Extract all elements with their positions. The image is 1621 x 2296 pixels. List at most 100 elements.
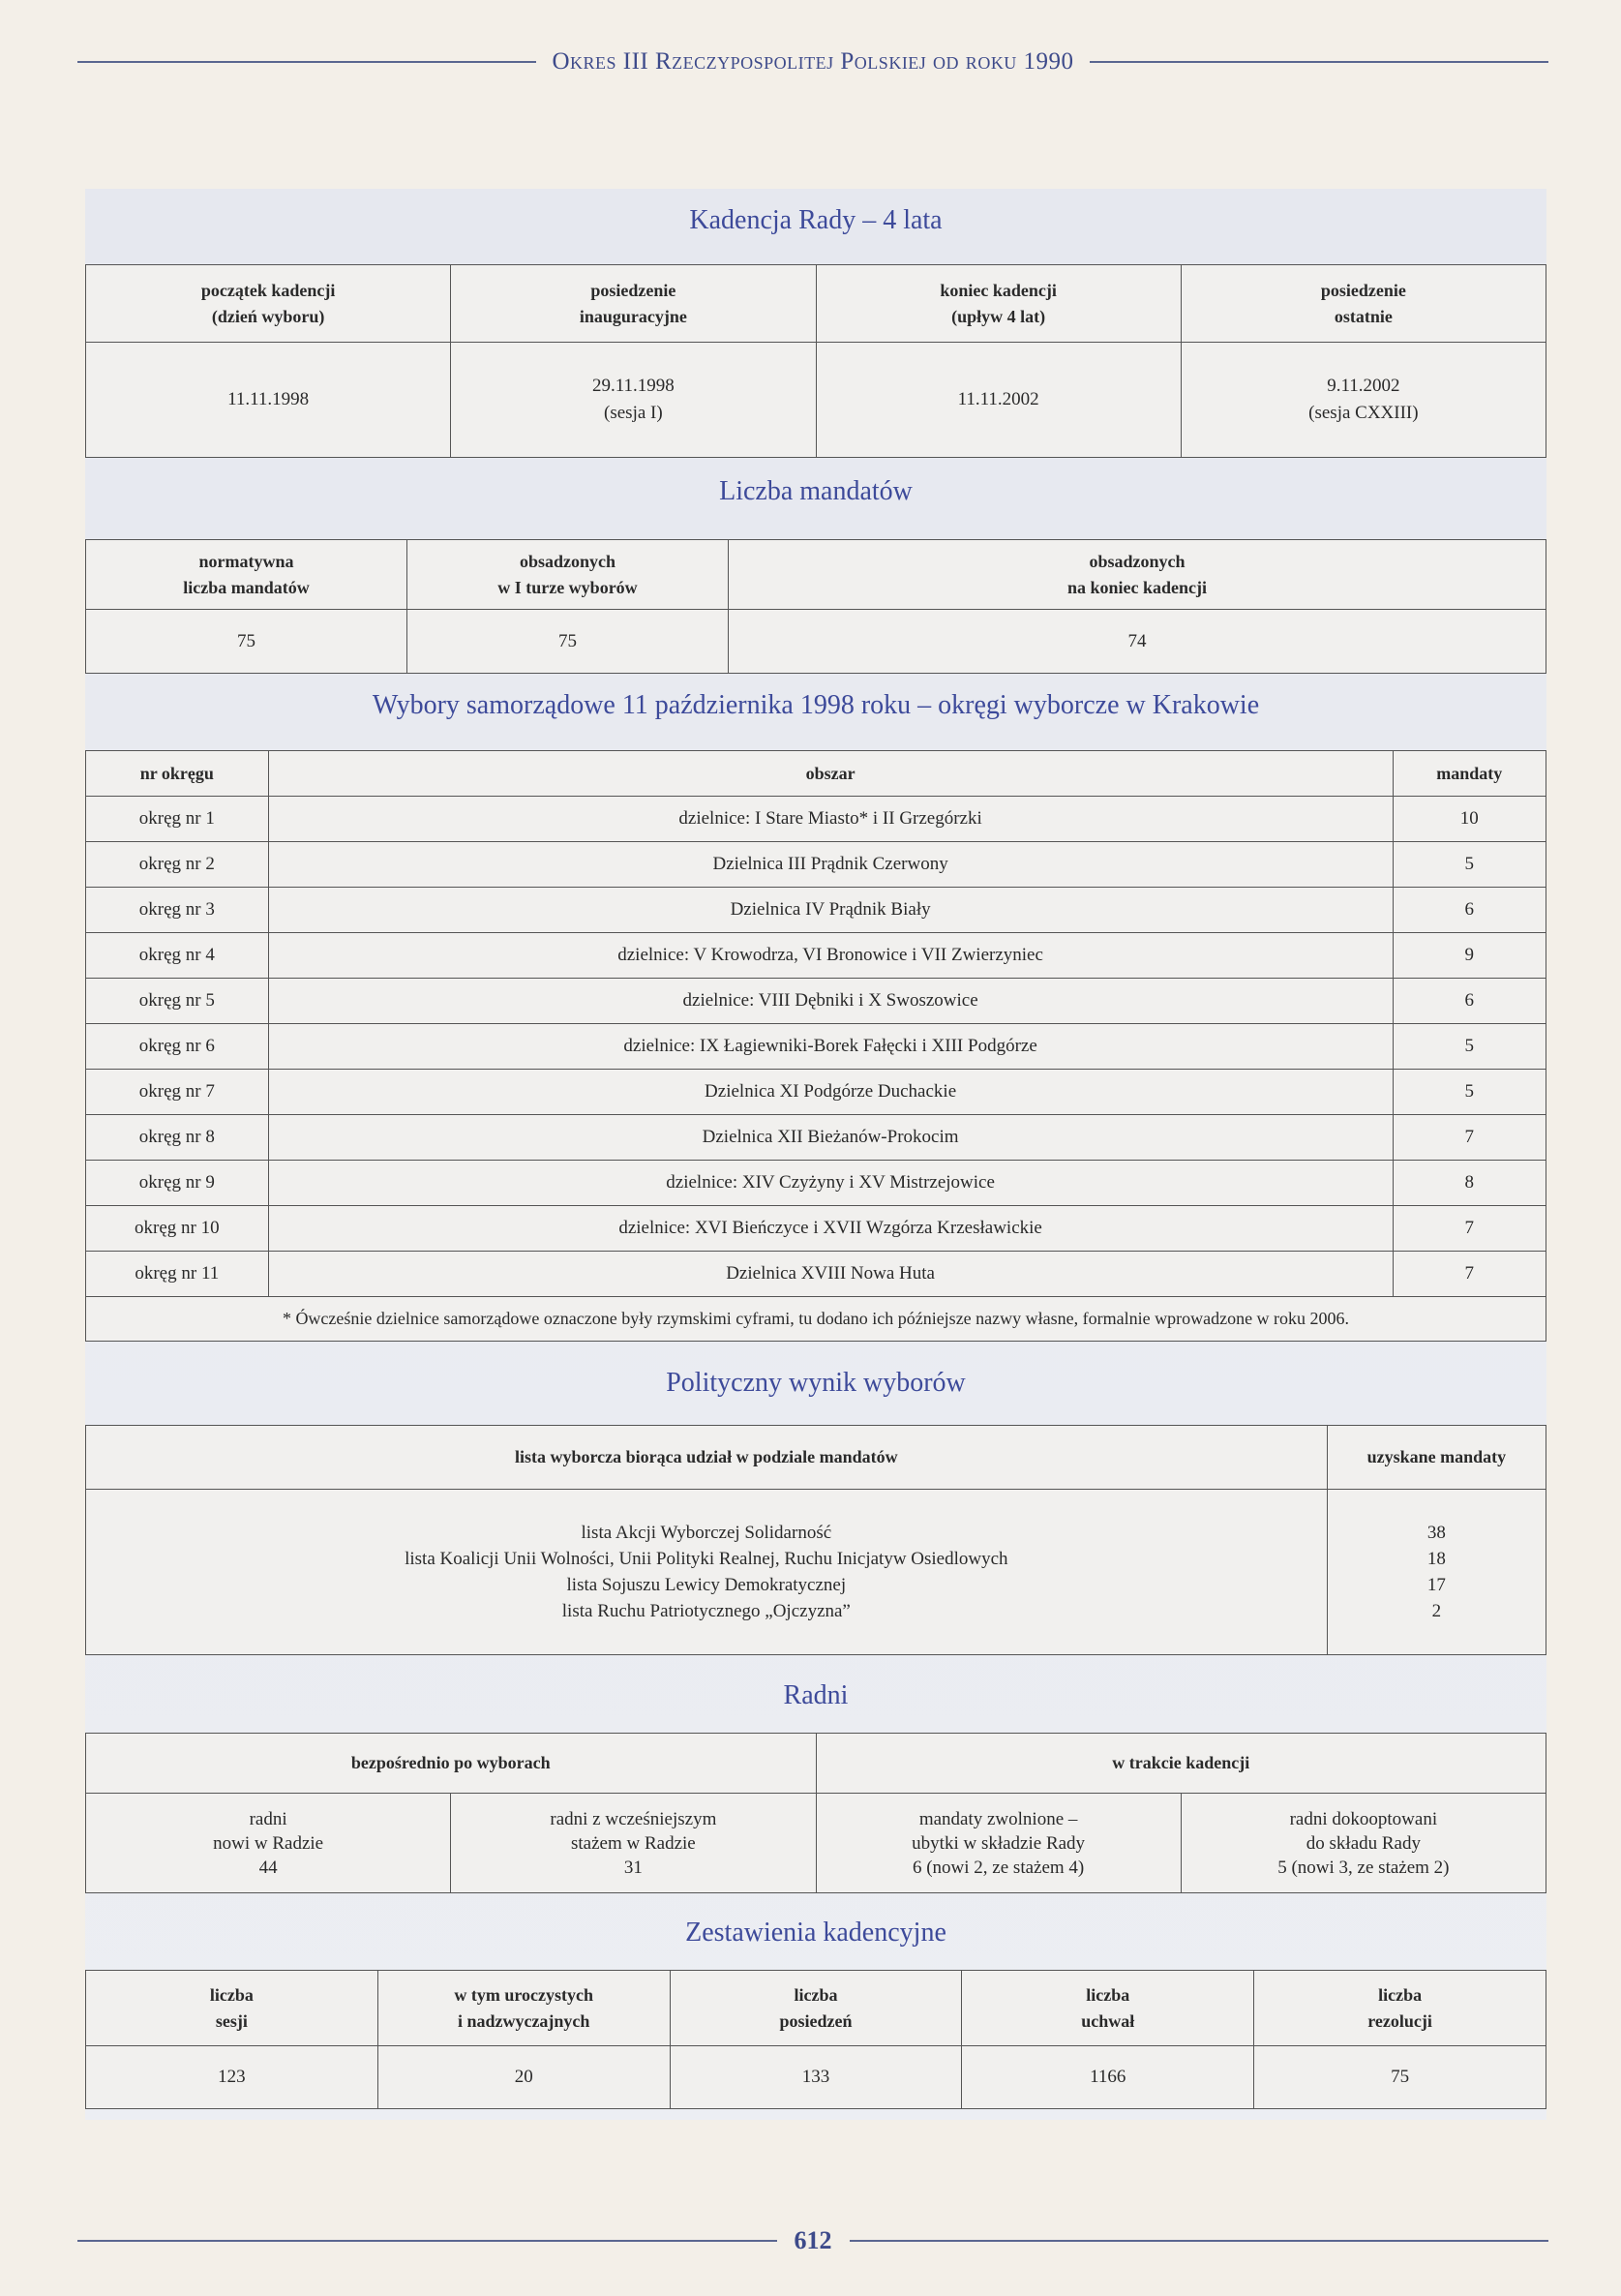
cell: okręg nr 1 — [85, 796, 269, 842]
header-cell: w trakcie kadencji — [815, 1733, 1546, 1794]
zestawienia-table: liczba sesji w tym uroczystych i nadzwycza… — [85, 1970, 1546, 2109]
footnote-row: * Ówcześnie dzielnice samorządowe oznacz… — [85, 1296, 1546, 1342]
cell: radni nowi w Radzie 44 — [84, 1793, 452, 1893]
table-row: okręg nr 7 Dzielnica XI Podgórze Duchacki… — [85, 1069, 1547, 1115]
section-title-radni: Radni — [783, 1680, 849, 1710]
cell: 9.11.2002 (sesja CXXIII) — [1180, 342, 1547, 458]
table-row: lista Akcji Wyborczej Solidarność lista K… — [85, 1489, 1547, 1655]
header-cell: w tym uroczystych i nadzwyczajnych — [376, 1970, 671, 2046]
cell: 5 — [1392, 1023, 1547, 1070]
header-cell: posiedzenie ostatnie — [1180, 264, 1547, 343]
cell: okręg nr 6 — [85, 1023, 269, 1070]
cell: dzielnice: XIV Czyżyny i XV Mistrzejowic… — [267, 1160, 1394, 1206]
header-cell: obsadzonych na koniec kadencji — [727, 539, 1547, 610]
okregi-table: nr okręgu obszar mandaty okręg nr 1 dziel… — [85, 750, 1547, 1342]
footnote: * Ówcześnie dzielnice samorządowe oznacz… — [85, 1296, 1546, 1342]
header-cell: mandaty — [1392, 750, 1547, 797]
cell: Dzielnica IV Prądnik Biały — [267, 887, 1394, 933]
divider — [849, 2240, 1548, 2242]
cell: Dzielnica XVIII Nowa Huta — [267, 1251, 1394, 1297]
cell: dzielnice: XVI Bieńczyce i XVII Wzgórza … — [267, 1205, 1394, 1252]
table-row: 75 75 74 — [85, 609, 1547, 674]
cell: Dzielnica XII Bieżanów-Prokocim — [267, 1114, 1394, 1161]
kadencja-table: początek kadencji (dzień wyboru) posiedze… — [84, 264, 1547, 458]
cell: 74 — [727, 609, 1547, 674]
header-cell: liczba posiedzeń — [669, 1970, 963, 2046]
cell: 29.11.1998 (sesja I) — [450, 342, 817, 458]
list-names-cell: lista Akcji Wyborczej Solidarność lista K… — [85, 1489, 1328, 1655]
cell: 11.11.2002 — [815, 342, 1182, 458]
cell: 6 — [1392, 978, 1547, 1024]
header-cell: lista wyborcza biorąca udział w podziale… — [85, 1425, 1328, 1490]
header-cell: początek kadencji (dzień wyboru) — [84, 264, 452, 343]
cell: 133 — [669, 2045, 963, 2109]
cell: dzielnice: VIII Dębniki i X Swoszowice — [267, 978, 1394, 1024]
header-cell: liczba sesji — [85, 1970, 378, 2046]
page-footer: 612 — [77, 2226, 1548, 2255]
header-cell: liczba uchwał — [961, 1970, 1255, 2046]
cell: 10 — [1392, 796, 1547, 842]
table-row: okręg nr 3 Dzielnica IV Prądnik Biały 6 — [85, 887, 1547, 933]
cell: 6 — [1392, 887, 1547, 933]
table-row: okręg nr 8 Dzielnica XII Bieżanów-Prokoci… — [85, 1114, 1547, 1161]
header-cell: obsadzonych w I turze wyborów — [405, 539, 729, 610]
cell: 1166 — [961, 2045, 1255, 2109]
divider — [1089, 61, 1548, 63]
cell: mandaty zwolnione – ubytki w składzie Rad… — [815, 1793, 1182, 1893]
table-row: 11.11.1998 29.11.1998 (sesja I) 11.11.200… — [84, 342, 1547, 458]
header-cell: nr okręgu — [85, 750, 269, 797]
cell: 11.11.1998 — [84, 342, 452, 458]
cell: radni z wcześniejszym stażem w Radzie 31 — [450, 1793, 817, 1893]
cell: Dzielnica III Prądnik Czerwony — [267, 841, 1394, 888]
table-row: okręg nr 1 dzielnice: I Stare Miasto* i I… — [85, 796, 1547, 842]
cell: dzielnice: I Stare Miasto* i II Grzegórz… — [267, 796, 1394, 842]
mandaty-table: normatywna liczba mandatów obsadzonych w I… — [85, 539, 1547, 674]
cell: 75 — [1253, 2045, 1546, 2109]
cell: Dzielnica XI Podgórze Duchackie — [267, 1069, 1394, 1115]
header-cell: bezpośrednio po wyborach — [85, 1733, 817, 1794]
cell: okręg nr 9 — [85, 1160, 269, 1206]
section-title-wynik: Polityczny wynik wyborów — [666, 1368, 966, 1398]
header-cell: uzyskane mandaty — [1326, 1425, 1547, 1490]
cell: 5 — [1392, 1069, 1547, 1115]
cell: dzielnice: IX Łagiewniki-Borek Fałęcki i… — [267, 1023, 1394, 1070]
cell: dzielnice: V Krowodrza, VI Bronowice i V… — [267, 932, 1394, 979]
cell: okręg nr 4 — [85, 932, 269, 979]
table-header-row: nr okręgu obszar mandaty — [85, 750, 1547, 797]
cell: okręg nr 5 — [85, 978, 269, 1024]
cell: 123 — [85, 2045, 378, 2109]
table-row: okręg nr 11 Dzielnica XVIII Nowa Huta 7 — [85, 1251, 1547, 1297]
table-row: okręg nr 5 dzielnice: VIII Dębniki i X Sw… — [85, 978, 1547, 1024]
cell: radni dokooptowani do składu Rady 5 (nowi … — [1180, 1793, 1547, 1893]
table-header-row: normatywna liczba mandatów obsadzonych w I… — [85, 539, 1547, 610]
table-header-row: liczba sesji w tym uroczystych i nadzwycza… — [85, 1970, 1546, 2046]
table-row: okręg nr 6 dzielnice: IX Łagiewniki-Borek… — [85, 1023, 1547, 1070]
header-cell: posiedzenie inauguracyjne — [450, 264, 817, 343]
page-number: 612 — [794, 2226, 832, 2254]
header-cell: liczba rezolucji — [1253, 1970, 1546, 2046]
table-row: okręg nr 10 dzielnice: XVI Bieńczyce i XV… — [85, 1205, 1547, 1252]
cell: okręg nr 7 — [85, 1069, 269, 1115]
cell: 20 — [376, 2045, 671, 2109]
cell: 75 — [405, 609, 729, 674]
cell: okręg nr 10 — [85, 1205, 269, 1252]
section-title-okregi: Wybory samorządowe 11 października 1998 … — [372, 690, 1260, 720]
cell: okręg nr 8 — [85, 1114, 269, 1161]
section-title-zestawienia: Zestawienia kadencyjne — [685, 1918, 946, 1948]
table-row: okręg nr 2 Dzielnica III Prądnik Czerwony… — [85, 841, 1547, 888]
cell: okręg nr 2 — [85, 841, 269, 888]
cell: 7 — [1392, 1251, 1547, 1297]
cell: okręg nr 11 — [85, 1251, 269, 1297]
header-cell: obszar — [267, 750, 1394, 797]
table-row: radni nowi w Radzie 44 radni z wcześniejsz… — [84, 1793, 1547, 1893]
seats-cell: 38 18 17 2 — [1326, 1489, 1547, 1655]
table-header-row: lista wyborcza biorąca udział w podziale… — [85, 1425, 1547, 1490]
cell: 5 — [1392, 841, 1547, 888]
running-header: Okres III Rzeczypospolitej Polskiej od r… — [77, 43, 1548, 81]
cell: 9 — [1392, 932, 1547, 979]
divider — [77, 61, 537, 63]
wynik-table: lista wyborcza biorąca udział w podziale… — [85, 1425, 1547, 1655]
table-row: okręg nr 9 dzielnice: XIV Czyżyny i XV Mi… — [85, 1160, 1547, 1206]
cell: okręg nr 3 — [85, 887, 269, 933]
divider — [77, 2240, 777, 2242]
